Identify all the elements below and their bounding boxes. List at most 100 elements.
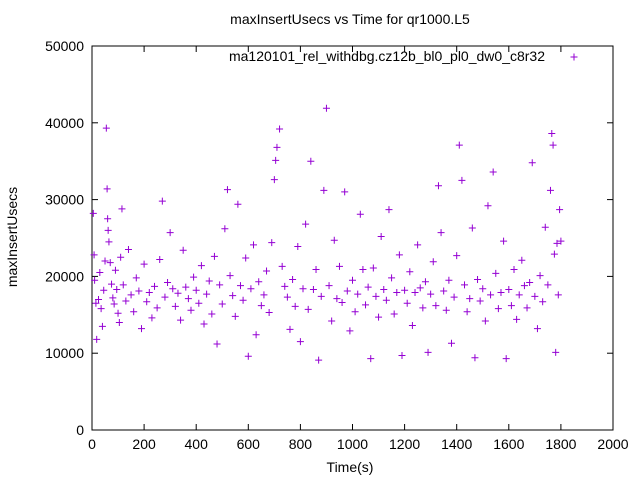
data-point	[244, 352, 252, 360]
data-point	[210, 252, 218, 260]
data-point	[445, 276, 453, 284]
data-point	[497, 289, 505, 297]
data-point	[103, 185, 111, 193]
data-point	[489, 168, 497, 176]
data-point	[393, 289, 401, 297]
data-point	[127, 291, 135, 299]
data-point	[213, 340, 221, 348]
data-point	[476, 297, 484, 305]
x-tick-label: 400	[185, 436, 209, 452]
data-point	[115, 318, 123, 326]
data-point	[114, 309, 122, 317]
data-point	[109, 294, 117, 302]
data-point	[174, 289, 182, 297]
data-point	[546, 186, 554, 194]
data-point	[95, 295, 103, 303]
data-point	[270, 176, 278, 184]
data-point	[104, 215, 112, 223]
data-point	[434, 182, 442, 190]
data-point	[192, 286, 200, 294]
y-tick-label: 0	[76, 422, 84, 438]
data-point	[234, 200, 242, 208]
data-point	[544, 281, 552, 289]
data-point	[119, 281, 127, 289]
data-point	[390, 310, 398, 318]
data-point	[380, 285, 388, 293]
data-point	[359, 265, 367, 273]
data-point	[92, 299, 100, 307]
data-point	[557, 237, 565, 245]
data-point	[309, 285, 317, 293]
data-point	[520, 282, 528, 290]
data-point	[427, 290, 435, 298]
y-axis-label: maxInsertUsecs	[4, 187, 20, 287]
x-tick-label: 1400	[441, 436, 472, 452]
data-point	[552, 348, 560, 356]
data-point	[375, 313, 383, 321]
data-point	[312, 265, 320, 273]
data-point	[406, 268, 414, 276]
x-tick-label: 0	[88, 436, 96, 452]
data-point	[255, 278, 263, 286]
data-point	[184, 295, 192, 303]
data-point	[190, 273, 198, 281]
data-point	[272, 156, 280, 164]
data-point	[110, 300, 118, 308]
data-point	[273, 143, 281, 151]
data-point	[100, 286, 108, 294]
data-point	[106, 259, 114, 267]
data-point	[197, 262, 205, 270]
data-point	[455, 141, 463, 149]
x-tick-label: 200	[132, 436, 156, 452]
data-point	[105, 238, 113, 246]
data-point	[302, 220, 310, 228]
data-point	[226, 272, 234, 280]
data-point	[507, 302, 515, 310]
data-point	[130, 308, 138, 316]
data-point	[148, 314, 156, 322]
data-point	[453, 252, 461, 260]
data-point	[356, 210, 364, 218]
legend-label: ma120101_rel_withdbg.cz12b_bl0_pl0_dw0_c…	[229, 48, 545, 64]
data-point	[411, 289, 419, 297]
data-point	[135, 287, 143, 295]
data-point	[265, 308, 273, 316]
data-point	[343, 287, 351, 295]
data-point	[164, 279, 172, 287]
data-point	[468, 224, 476, 232]
data-point	[113, 285, 121, 293]
data-point	[479, 285, 487, 293]
y-tick-label: 20000	[45, 268, 84, 284]
data-point	[320, 186, 328, 194]
data-point	[278, 262, 286, 270]
data-point	[500, 237, 508, 245]
data-point	[335, 262, 343, 270]
data-point	[414, 241, 422, 249]
data-point	[257, 302, 265, 310]
data-point	[388, 274, 396, 282]
data-point	[108, 280, 116, 288]
chart-title: maxInsertUsecs vs Time for qr1000.L5	[230, 11, 470, 27]
data-point	[437, 229, 445, 237]
data-point	[487, 291, 495, 299]
data-point	[101, 257, 109, 265]
data-point	[548, 130, 556, 138]
data-point	[403, 299, 411, 307]
data-point	[250, 241, 258, 249]
data-point	[492, 269, 500, 277]
data-point	[408, 322, 416, 330]
data-point	[218, 300, 226, 308]
data-point	[330, 236, 338, 244]
data-point	[145, 289, 153, 297]
data-points	[89, 104, 565, 364]
data-point	[385, 206, 393, 214]
data-point	[140, 260, 148, 268]
legend-marker	[570, 53, 578, 61]
data-point	[362, 301, 370, 309]
data-point	[177, 316, 185, 324]
data-point	[440, 287, 448, 295]
data-point	[369, 264, 377, 272]
data-point	[382, 296, 390, 304]
